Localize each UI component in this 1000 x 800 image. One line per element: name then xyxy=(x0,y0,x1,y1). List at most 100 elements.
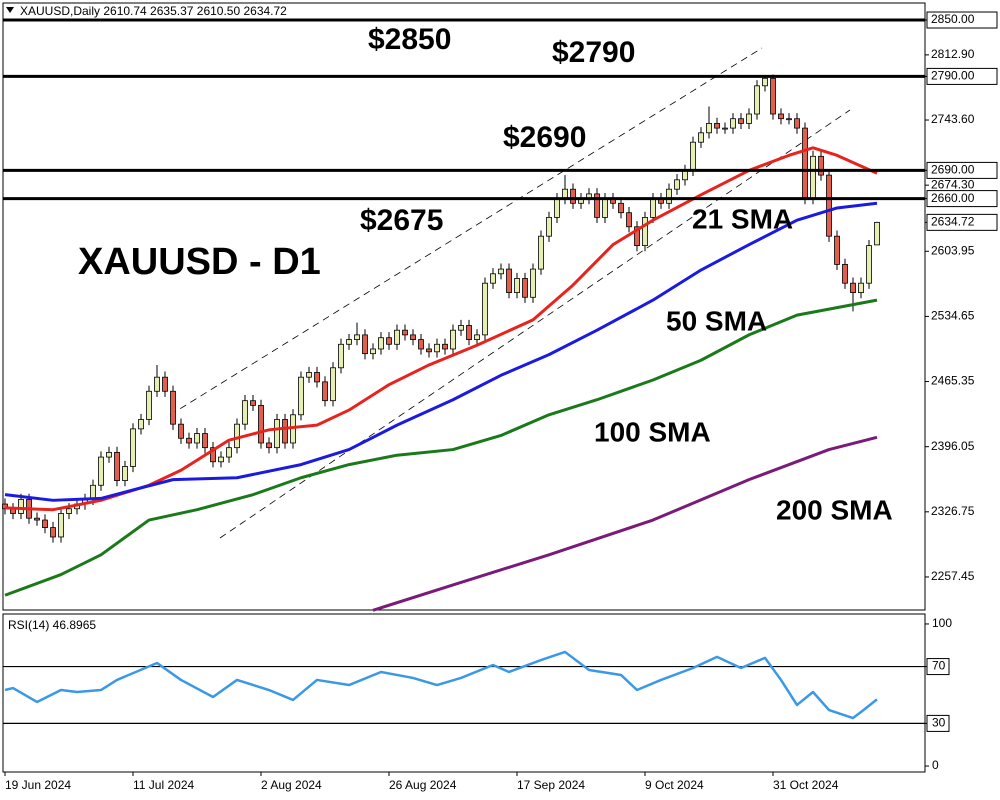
candle-body xyxy=(458,325,464,331)
candle-body xyxy=(418,339,424,350)
candle-body xyxy=(426,348,432,353)
rsi-tick-label: 100 xyxy=(932,616,952,630)
y-tick-label: 2465.35 xyxy=(931,374,975,388)
candle-body xyxy=(570,188,576,204)
candle-body xyxy=(130,428,136,467)
candle-body xyxy=(730,118,736,129)
rsi-label: RSI(14) 46.8965 xyxy=(8,618,96,632)
candle-body xyxy=(242,400,248,425)
candle-body xyxy=(354,334,360,340)
candle-body xyxy=(842,263,848,284)
channel-line xyxy=(169,47,763,416)
x-tick-label: 19 Jun 2024 xyxy=(5,778,71,792)
header-arrow xyxy=(6,7,14,13)
candle-body xyxy=(874,221,880,246)
candle-body xyxy=(498,268,504,275)
candle-body xyxy=(714,123,720,129)
candle-body xyxy=(378,337,384,350)
candle-body xyxy=(306,372,312,378)
rsi-tick-box xyxy=(926,658,950,676)
candle-body xyxy=(530,268,536,298)
candle-body xyxy=(314,372,320,383)
candle-body xyxy=(402,329,408,336)
rsi-panel-border xyxy=(2,613,926,773)
candle-body xyxy=(202,433,208,449)
candle-body xyxy=(298,376,304,416)
candle-body xyxy=(154,376,160,392)
x-tick-label: 2 Aug 2024 xyxy=(261,778,322,792)
y-tick-box xyxy=(926,161,998,179)
annotation: $2675 xyxy=(360,204,443,237)
candle-body xyxy=(18,498,24,514)
y-tick-label: 2850.00 xyxy=(931,12,975,26)
candle-body xyxy=(794,118,800,129)
candle-body xyxy=(722,127,728,130)
candle-body xyxy=(162,376,168,392)
candle-body xyxy=(466,325,472,340)
candle-body xyxy=(178,423,184,439)
candle-body xyxy=(266,442,272,449)
y-tick-label: 2743.60 xyxy=(931,112,975,126)
y-tick-label: 2257.45 xyxy=(931,569,975,583)
candle-body xyxy=(778,113,784,120)
candle-body xyxy=(690,141,696,171)
annotation: $2690 xyxy=(503,121,586,154)
y-tick-label: 2534.65 xyxy=(931,309,975,323)
candle-body xyxy=(786,118,792,121)
candle-body xyxy=(170,390,176,425)
y-tick-label: 2690.00 xyxy=(931,163,975,177)
y-tick-label: 2396.05 xyxy=(931,439,975,453)
candle-body xyxy=(666,188,672,204)
candle-body xyxy=(434,343,440,353)
candle-body xyxy=(370,348,376,355)
candle-body xyxy=(818,155,824,176)
candle-body xyxy=(514,278,520,293)
y-tick-label: 2603.95 xyxy=(931,243,975,257)
y-tick-label: 2634.72 xyxy=(931,215,975,229)
series-label: 21 SMA xyxy=(692,203,793,234)
candle-body xyxy=(450,329,456,350)
candle-body xyxy=(282,419,288,444)
candle-body xyxy=(66,508,72,514)
candle-body xyxy=(810,155,816,199)
candle-body xyxy=(146,390,152,420)
x-tick-label: 31 Oct 2024 xyxy=(773,778,839,792)
y-tick-box xyxy=(926,11,998,29)
y-tick-label: 2660.00 xyxy=(931,191,975,205)
candle-body xyxy=(386,337,392,345)
series-label: 200 SMA xyxy=(776,494,893,525)
candle-body xyxy=(770,77,776,115)
candle-body xyxy=(226,447,232,458)
chart-title: XAUUSD - D1 xyxy=(78,241,321,283)
candle-body xyxy=(594,193,600,218)
candle-body xyxy=(58,513,64,538)
candle-body xyxy=(602,198,608,218)
candle-body xyxy=(322,381,328,402)
candle-body xyxy=(194,433,200,444)
candle-body xyxy=(138,419,144,430)
candle-body xyxy=(482,282,488,336)
candle-body xyxy=(618,202,624,214)
rsi-line xyxy=(4,650,878,720)
candle-body xyxy=(106,451,112,458)
candle-body xyxy=(34,517,40,521)
series-label: 100 SMA xyxy=(594,416,711,447)
candle-body xyxy=(554,198,560,218)
annotation: $2850 xyxy=(368,23,451,56)
candle-body xyxy=(826,174,832,237)
x-tick-label: 11 Jul 2024 xyxy=(133,778,194,792)
channel-line xyxy=(219,109,851,539)
candle-body xyxy=(50,527,56,538)
series-label: 50 SMA xyxy=(666,305,767,336)
candle-body xyxy=(762,77,768,87)
candle-body xyxy=(122,466,128,481)
y-tick-box xyxy=(926,67,998,85)
price-panel-border xyxy=(2,2,926,611)
candle-body xyxy=(210,447,216,463)
candle-body xyxy=(738,118,744,124)
candle-body xyxy=(650,198,656,218)
candle-body xyxy=(490,273,496,284)
sma-line xyxy=(4,298,878,597)
